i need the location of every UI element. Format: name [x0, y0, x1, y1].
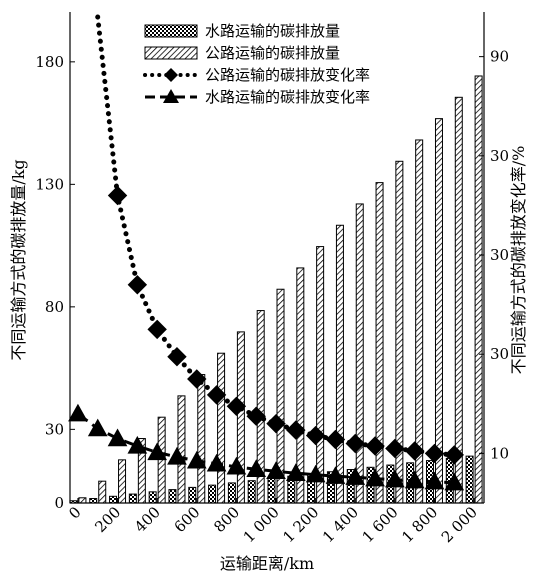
- road-change-rate-marker: [365, 436, 385, 456]
- x-tick-label: 800: [210, 503, 243, 536]
- x-tick-label: 1 800: [398, 503, 441, 546]
- x-tick-label: 1 200: [279, 503, 322, 546]
- right-tick-label: 10: [490, 444, 509, 462]
- water-emission-bar: [148, 491, 157, 504]
- water-emission-bar: [465, 455, 474, 504]
- road-emission-bar: [434, 118, 443, 504]
- water-change-rate-marker: [424, 471, 445, 490]
- water-change-rate-marker: [444, 472, 465, 491]
- x-tick-label: 400: [131, 503, 164, 536]
- water-change-rate-marker: [404, 470, 425, 489]
- road-emission-bar: [474, 75, 483, 504]
- road-change-rate-marker: [226, 396, 247, 416]
- road-emission-bar: [78, 497, 87, 504]
- water-change-rate-marker: [365, 468, 385, 487]
- x-tick-label: 600: [171, 503, 204, 536]
- road-emission-bar: [197, 374, 206, 504]
- legend-label: 水路运输的碳排放变化率: [205, 88, 370, 106]
- x-tick-label: 2 000: [438, 503, 481, 546]
- legend-diamond-marker: [164, 68, 178, 82]
- left-tick-label: 0: [54, 494, 64, 512]
- water-change-rate-marker: [345, 467, 366, 485]
- x-tick-label: 0: [65, 503, 84, 522]
- road-change-rate-marker: [107, 185, 128, 206]
- road-emission-bar: [335, 224, 344, 504]
- road-emission-bar: [316, 246, 325, 504]
- road-emission-bar: [177, 395, 186, 504]
- x-axis-title: 运输距离/km: [220, 554, 314, 573]
- water-emission-bar: [208, 484, 217, 504]
- road-change-rate-marker: [404, 441, 425, 461]
- x-tick-label: 1 400: [319, 503, 362, 546]
- water-emission-bar: [227, 482, 236, 504]
- water-change-rate-marker: [68, 403, 88, 422]
- legend-swatch-road-emission: [144, 46, 198, 60]
- road-emission-bar: [118, 459, 127, 504]
- water-emission-bar: [128, 493, 137, 504]
- left-tick-label: 180: [35, 53, 64, 71]
- road-change-rate-marker: [147, 319, 167, 340]
- road-change-rate-marker: [444, 445, 464, 465]
- y-axis-left-title: 不同运输方式的碳排放量/kg: [9, 159, 28, 360]
- y-axis-right-title: 不同运输方式的碳排放变化率/%: [509, 146, 528, 375]
- water-change-rate-marker: [246, 459, 267, 477]
- road-emission-bar: [236, 331, 245, 504]
- road-change-rate-marker: [325, 429, 346, 450]
- water-change-rate-marker: [127, 435, 148, 454]
- water-change-rate-marker: [147, 442, 168, 461]
- road-emission-bar: [454, 96, 463, 504]
- road-change-rate-marker: [286, 420, 306, 440]
- water-emission-bar: [267, 477, 276, 504]
- water-change-rate-marker: [206, 453, 227, 472]
- road-change-rate-marker: [127, 275, 148, 295]
- x-tick-label: 1 600: [359, 503, 402, 546]
- road-change-rate-marker: [345, 433, 365, 454]
- water-emission-bar: [188, 486, 197, 504]
- water-emission-bar: [247, 480, 256, 504]
- right-tick-label: 30: [490, 246, 509, 264]
- road-change-rate-marker: [385, 438, 405, 459]
- road-change-rate-marker: [206, 385, 227, 405]
- legend-label: 公路运输的碳排放变化率: [205, 66, 370, 84]
- left-tick-label: 80: [45, 298, 64, 316]
- road-emission-bar: [375, 182, 384, 504]
- water-change-rate-marker: [87, 418, 108, 437]
- road-change-rate-marker: [246, 406, 266, 426]
- road-emission-bar: [355, 203, 364, 504]
- water-change-rate-marker: [285, 463, 306, 481]
- water-emission-bar: [89, 498, 98, 504]
- water-change-rate-marker: [167, 446, 187, 465]
- x-tick-label: 1 000: [240, 503, 283, 546]
- water-change-rate-marker: [385, 469, 405, 488]
- water-change-rate-marker: [325, 466, 346, 484]
- water-change-rate-marker: [266, 461, 286, 479]
- right-tick-label: 90: [490, 48, 509, 66]
- left-tick-label: 30: [45, 420, 64, 438]
- water-change-rate-marker: [226, 456, 247, 475]
- legend-label: 水路运输的碳排放量: [205, 22, 340, 40]
- right-tick-label: 30: [490, 147, 509, 165]
- water-change-rate-marker: [107, 428, 128, 447]
- legend-triangle-marker: [163, 89, 179, 103]
- right-tick-label: 30: [490, 345, 509, 363]
- road-emission-bar: [98, 480, 107, 504]
- legend-swatch-water-emission: [144, 24, 198, 38]
- road-change-rate-marker: [187, 369, 207, 389]
- left-tick-label: 130: [35, 175, 64, 193]
- x-tick-label: 200: [91, 503, 124, 536]
- water-change-rate-marker: [305, 464, 326, 483]
- water-emission-bar: [168, 489, 177, 504]
- road-change-rate-marker: [305, 425, 326, 446]
- legend-label: 公路运输的碳排放量: [205, 44, 340, 62]
- road-change-rate-marker: [266, 413, 286, 434]
- road-change-rate-marker: [424, 443, 445, 464]
- water-emission-bar: [109, 495, 118, 504]
- water-change-rate-marker: [186, 450, 207, 469]
- road-emission-bar: [217, 352, 226, 504]
- road-change-rate-marker: [167, 346, 187, 367]
